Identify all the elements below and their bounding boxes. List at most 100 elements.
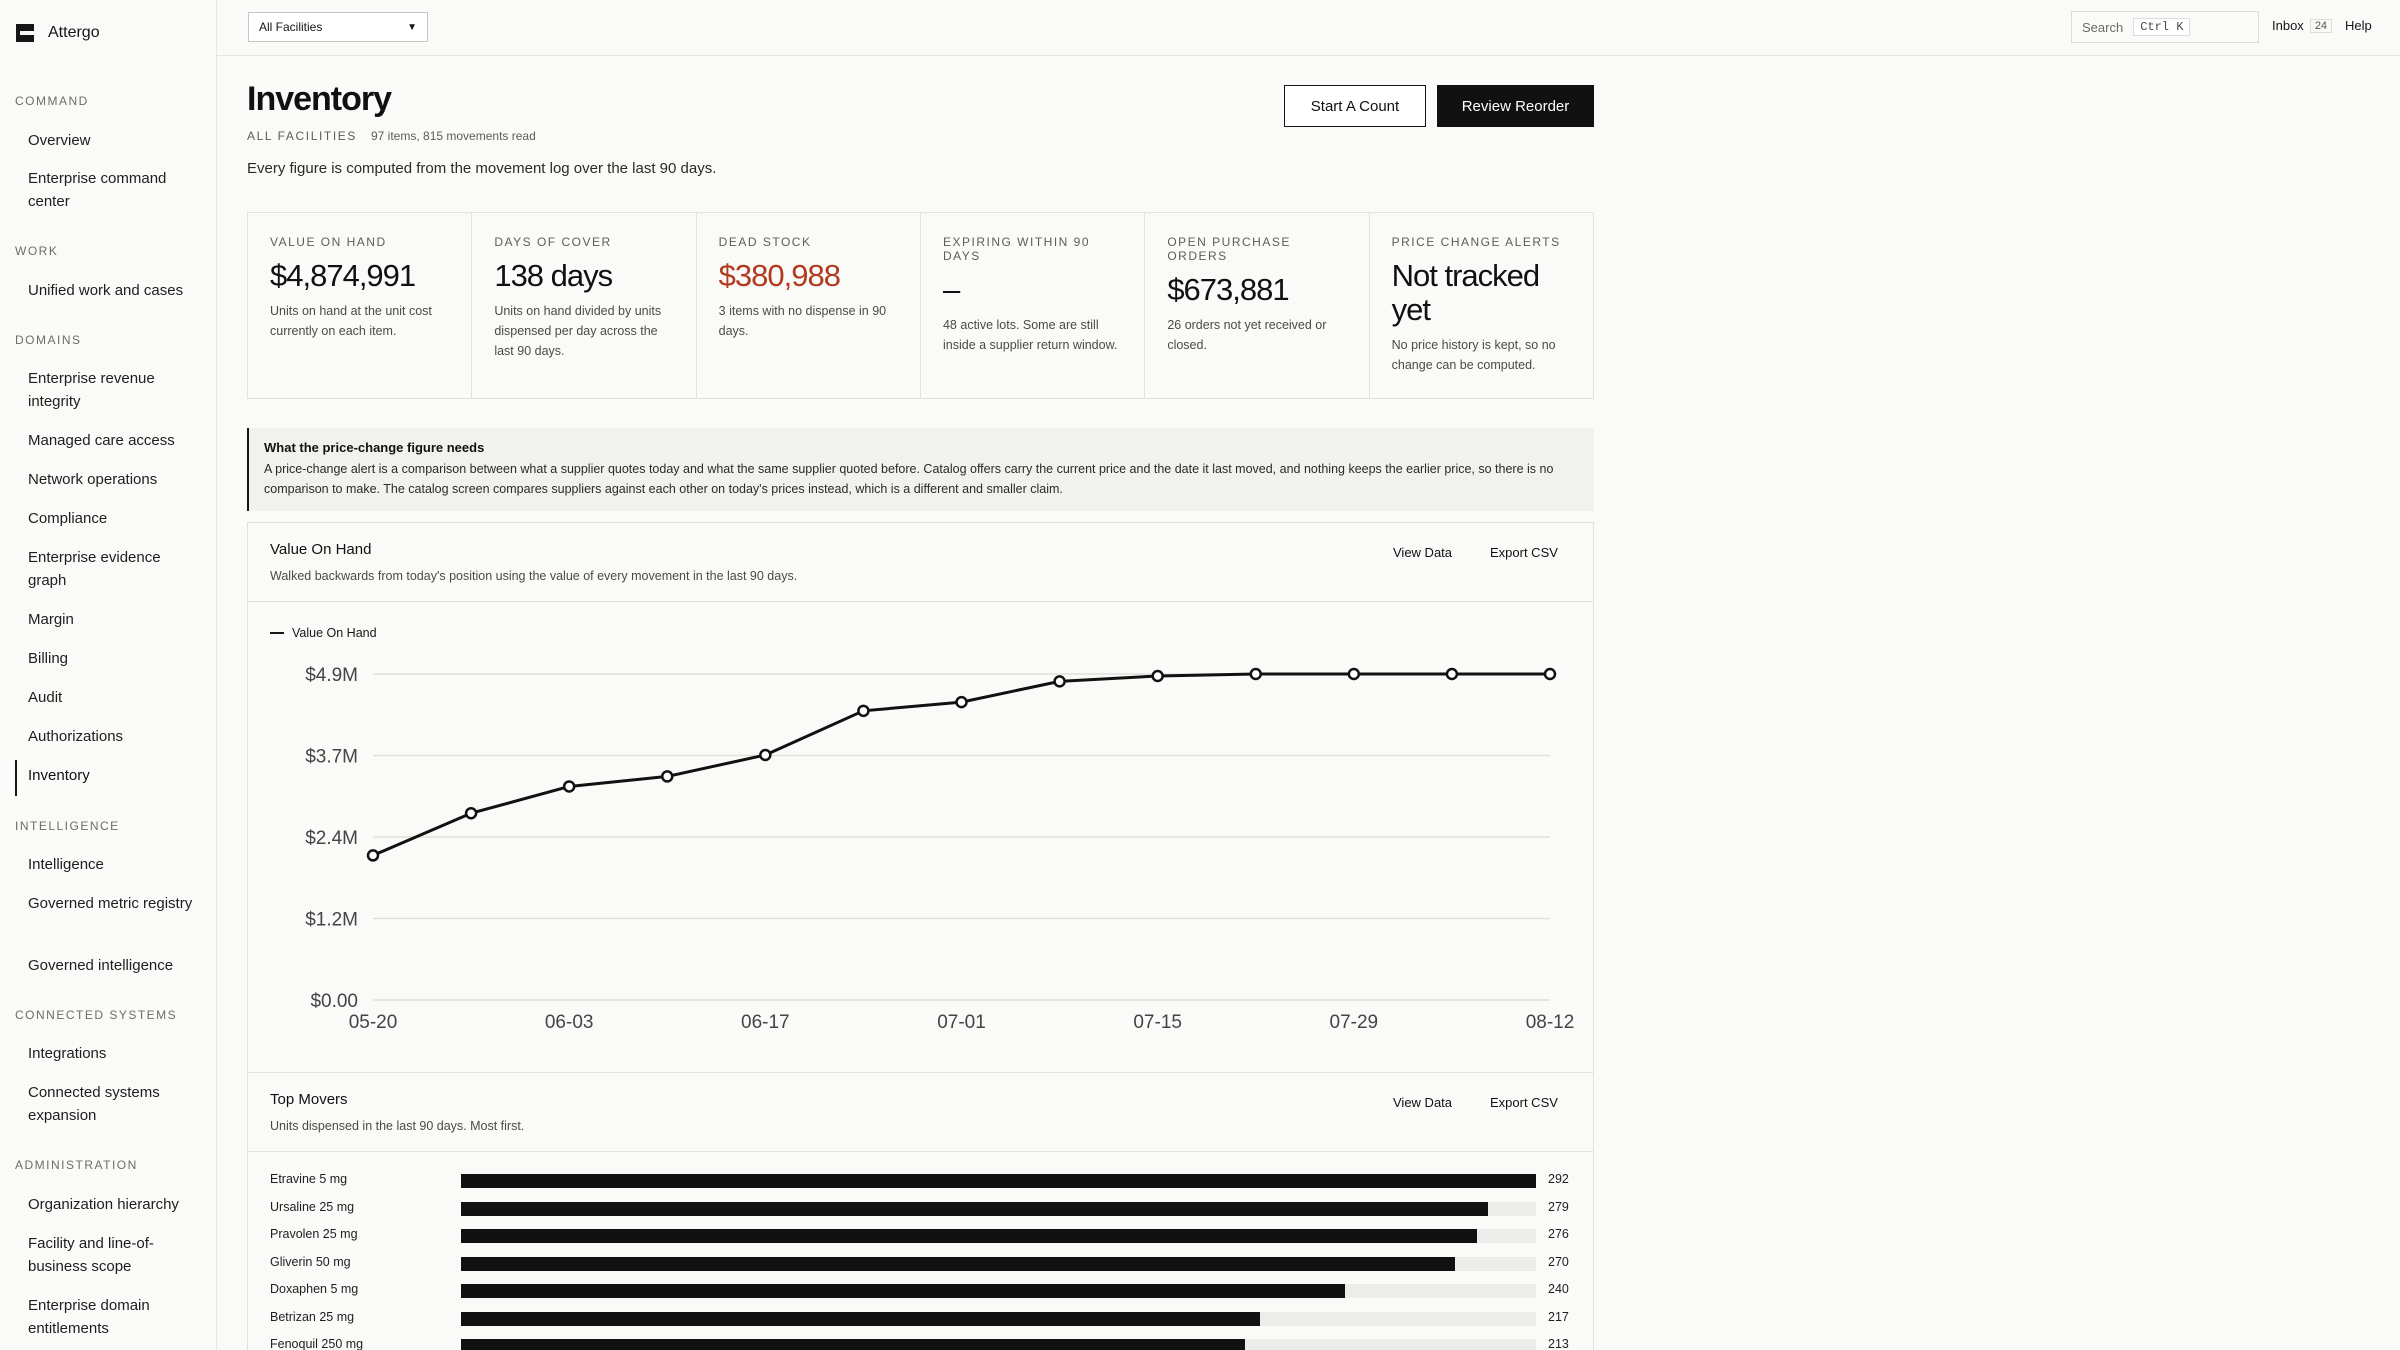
sidebar-item-enterprise-command-center[interactable]: Enterprise command center [28, 170, 167, 210]
kpi-description: 48 active lots. Some are still inside a … [942, 318, 1118, 352]
note-body: A price-change alert is a comparison bet… [264, 462, 1554, 496]
sidebar-item-margin[interactable]: Margin [28, 611, 74, 628]
sidebar-item-audit[interactable]: Audit [28, 689, 63, 706]
sidebar-item-managed-care-access[interactable]: Managed care access [28, 432, 175, 449]
kpi-card: DEAD STOCK $380,988 3 items with no dispen… [697, 213, 921, 398]
data-point [464, 806, 478, 820]
bar [461, 1284, 1345, 1298]
x-tick-label: 06-17 [741, 1012, 790, 1033]
nav-group-label: ADMINISTRATION [15, 1158, 138, 1172]
page-title: Inventory [247, 80, 392, 118]
topbar: All Facilities ▼ Search Ctrl K Inbox 24 … [217, 0, 2400, 56]
value-on-hand-panel: Value On Hand Walked backwards from toda… [247, 522, 1594, 1073]
attergo-logo-icon [16, 24, 34, 42]
top-movers-panel: Top Movers Units dispensed in the last 9… [247, 1072, 1594, 1350]
data-point [1445, 667, 1459, 681]
review-reorder-button[interactable]: Review Reorder [1437, 85, 1594, 127]
price-change-note: What the price-change figure needs A pri… [247, 428, 1594, 511]
data-point [661, 770, 674, 783]
brand[interactable]: Attergo [16, 24, 100, 42]
sidebar-item-governed-metric-registry[interactable]: Governed metric registry [28, 895, 193, 912]
sidebar-item-organization-hierarchy[interactable]: Organization hierarchy [28, 1196, 179, 1213]
bar-label: Gliverin 50 mg [270, 1254, 351, 1269]
inbox-link[interactable]: Inbox 24 [2272, 18, 2333, 33]
kpi-label: OPEN PURCHASE ORDERS [1167, 235, 1291, 263]
data-point [1543, 667, 1557, 681]
inbox-count-badge: 24 [2309, 18, 2333, 33]
sidebar: Attergo COMMAND Overview Enterprise comman… [0, 0, 217, 1350]
sidebar-item-enterprise-domain-entitlements[interactable]: Enterprise domain entitlements [28, 1297, 150, 1337]
panel-subtitle: Units dispensed in the last 90 days. Mos… [270, 1119, 525, 1133]
sidebar-item-billing[interactable]: Billing [28, 650, 69, 667]
sidebar-item-unified-work-and-cases[interactable]: Unified work and cases [28, 282, 184, 299]
kpi-value: Not tracked yet [1391, 258, 1541, 327]
kpi-card: EXPIRING WITHIN 90 DAYS – 48 active lots. … [921, 213, 1146, 398]
bar-row: Ursaline 25 mg 279 [270, 1199, 1580, 1216]
sidebar-item-overview[interactable]: Overview [28, 132, 91, 149]
sidebar-item-integrations[interactable]: Integrations [28, 1045, 107, 1062]
kpi-label: VALUE ON HAND [270, 235, 387, 249]
bar [461, 1174, 1536, 1188]
sidebar-item-network-operations[interactable]: Network operations [28, 471, 158, 488]
kpi-card: OPEN PURCHASE ORDERS $673,881 26 orders no… [1145, 213, 1370, 398]
nav-group-label: WORK [15, 244, 59, 258]
facility-select[interactable]: All Facilities ▼ [248, 12, 428, 42]
bar-label: Etravine 5 mg [270, 1172, 348, 1186]
bar-value-label: 279 [1548, 1199, 1569, 1214]
bar [461, 1256, 1455, 1271]
x-tick-label: 06-03 [545, 1012, 594, 1033]
kpi-card: PRICE CHANGE ALERTS Not tracked yet No pri… [1370, 213, 1593, 398]
help-link[interactable]: Help [2345, 18, 2372, 33]
search-label: Search [2082, 19, 2124, 35]
view-data-button[interactable]: View Data [1393, 545, 1453, 560]
summary-text: 97 items, 815 movements read [371, 129, 536, 143]
sidebar-item-authorizations[interactable]: Authorizations [28, 728, 124, 745]
kpi-description: 26 orders not yet received or closed. [1167, 318, 1327, 352]
export-csv-button[interactable]: Export CSV [1490, 1095, 1558, 1110]
kpi-card: DAYS OF COVER 138 days Units on hand divid… [472, 213, 697, 398]
bar-value-label: 270 [1548, 1254, 1569, 1269]
bar-value-label: 217 [1548, 1309, 1569, 1324]
kpi-value: $380,988 [718, 258, 841, 293]
y-tick-label: $2.4M [305, 828, 358, 849]
sidebar-item-connected-systems-expansion[interactable]: Connected systems expansion [28, 1084, 160, 1124]
search-input[interactable]: Search Ctrl K [2071, 11, 2259, 43]
panel-subtitle: Walked backwards from today's position u… [270, 569, 798, 583]
facility-select-value: All Facilities [259, 20, 323, 34]
panel-header: Value On Hand Walked backwards from toda… [248, 523, 1593, 602]
y-tick-label: $4.9M [305, 665, 358, 686]
start-count-button[interactable]: Start A Count [1284, 85, 1426, 127]
data-point [366, 849, 380, 862]
sidebar-item-inventory[interactable]: Inventory [28, 767, 90, 784]
sidebar-item-facility-and-line-of-business-scope[interactable]: Facility and line-of-business scope [28, 1235, 154, 1275]
data-point [955, 695, 968, 709]
x-tick-label: 07-15 [1133, 1012, 1182, 1033]
nav-group-label: DOMAINS [15, 333, 82, 347]
page-meta: ALL FACILITIES 97 items, 815 movements r… [247, 129, 536, 143]
sidebar-item-governed-intelligence[interactable]: Governed intelligence [28, 957, 174, 974]
panel-header: Top Movers Units dispensed in the last 9… [248, 1073, 1593, 1152]
scope-label: ALL FACILITIES [247, 129, 357, 143]
sidebar-item-enterprise-evidence-graph[interactable]: Enterprise evidence graph [28, 549, 161, 589]
sidebar-item-compliance[interactable]: Compliance [28, 510, 108, 527]
data-point [1053, 675, 1066, 688]
legend-swatch [270, 632, 284, 634]
export-csv-button[interactable]: Export CSV [1490, 545, 1558, 560]
bar-label: Ursaline 25 mg [270, 1199, 355, 1214]
bar-label: Fenoquil 250 mg [270, 1337, 364, 1350]
bar [461, 1311, 1260, 1326]
kpi-label: PRICE CHANGE ALERTS [1391, 235, 1561, 249]
data-point [759, 748, 772, 762]
kpi-value: $673,881 [1167, 272, 1289, 307]
sidebar-item-enterprise-revenue-integrity[interactable]: Enterprise revenue integrity [28, 370, 155, 410]
data-point [1151, 669, 1164, 683]
bar-value-label: 292 [1548, 1172, 1569, 1186]
nav-group-label: CONNECTED SYSTEMS [15, 1008, 178, 1022]
sidebar-item-intelligence[interactable]: Intelligence [28, 856, 104, 873]
nav-group-label: INTELLIGENCE [15, 819, 120, 833]
kpi-label: DAYS OF COVER [494, 235, 612, 249]
panel-title: Top Movers [270, 1091, 348, 1108]
view-data-button[interactable]: View Data [1393, 1095, 1453, 1110]
chevron-down-icon: ▼ [407, 21, 417, 33]
kpi-value: 138 days [494, 258, 613, 293]
